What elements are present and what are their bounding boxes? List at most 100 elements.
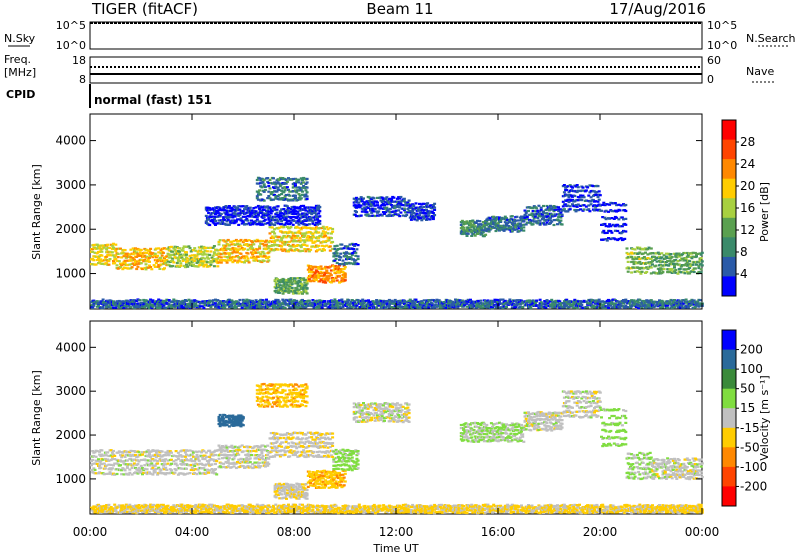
power-cell	[650, 258, 653, 260]
freq-label-1: Freq.	[4, 53, 31, 66]
power-cell	[638, 261, 641, 263]
power-cell	[607, 307, 610, 309]
power-cell	[597, 201, 600, 203]
power-cell	[209, 250, 212, 252]
power-cell	[306, 187, 309, 189]
power-cell	[357, 244, 360, 246]
power-cell	[576, 206, 579, 208]
power-cell	[624, 224, 627, 226]
power-cell	[694, 267, 697, 269]
nsearch-tick-bottom: 10^0	[707, 39, 737, 52]
power-cell	[418, 214, 421, 216]
power-cell	[357, 255, 360, 257]
power-cell	[323, 249, 326, 251]
power-cell	[209, 264, 212, 266]
power-cell	[336, 245, 339, 247]
power-cell	[279, 210, 282, 212]
power-cell	[624, 230, 627, 232]
power-cell	[124, 249, 127, 251]
power-cell	[296, 235, 299, 237]
power-cell	[116, 264, 119, 266]
power-cell	[415, 299, 418, 301]
power-cell	[338, 275, 341, 277]
power-band	[218, 239, 271, 264]
power-cell	[103, 246, 106, 248]
power-cell	[213, 265, 216, 267]
power-cell	[398, 215, 401, 217]
power-cell	[670, 253, 673, 255]
power-cell	[272, 177, 275, 179]
power-cell	[504, 300, 507, 302]
power-cell	[661, 271, 664, 273]
power-cell	[119, 266, 122, 268]
power-cell	[335, 258, 338, 260]
power-cell	[557, 206, 560, 208]
radar-title: TIGER (fitACF)	[91, 0, 198, 18]
power-cell	[526, 216, 529, 218]
power-cell	[178, 260, 181, 262]
power-cell	[562, 205, 565, 207]
power-cell	[325, 226, 328, 228]
power-cell	[344, 276, 347, 278]
power-cell	[466, 235, 469, 237]
power-cell	[306, 198, 309, 200]
power-cell	[660, 252, 663, 254]
power-band	[409, 202, 436, 221]
power-cell	[532, 223, 535, 225]
power-cell	[583, 208, 586, 210]
power-cell	[117, 253, 120, 255]
power-cell	[623, 238, 626, 240]
power-cell	[269, 187, 272, 189]
power-band	[269, 226, 335, 253]
freq-label-2: [MHz]	[4, 66, 36, 79]
power-band	[460, 220, 487, 238]
power-cell	[308, 223, 311, 225]
power-cell	[214, 220, 217, 222]
power-cell	[597, 185, 600, 187]
power-cell	[208, 224, 211, 226]
power-band	[90, 298, 704, 309]
power-cell	[160, 257, 163, 259]
power-cell	[693, 271, 696, 273]
power-cell	[234, 215, 237, 217]
power-cell	[286, 186, 289, 188]
power-cell	[185, 254, 188, 256]
power-cell	[606, 232, 609, 234]
power-cell	[586, 186, 589, 188]
power-cell	[376, 204, 379, 206]
power-cell	[536, 217, 539, 219]
power-cell	[324, 282, 327, 284]
power-cell	[403, 208, 406, 210]
power-band	[600, 202, 627, 242]
power-cell	[375, 307, 378, 309]
power-cell	[289, 222, 292, 224]
power-cell	[325, 269, 328, 271]
power-cell	[263, 183, 266, 185]
nsearch-tick-top: 10^5	[707, 19, 737, 32]
power-cell	[583, 196, 586, 198]
power-cell	[317, 231, 320, 233]
power-cell	[148, 261, 151, 263]
power-cell	[113, 262, 116, 264]
power-cell	[323, 300, 326, 302]
power-cell	[692, 264, 695, 266]
power-cell	[650, 266, 653, 268]
power-cell	[645, 271, 648, 273]
power-cell	[563, 208, 566, 210]
power-cell	[276, 212, 279, 214]
power-band	[651, 252, 704, 275]
power-cell	[360, 215, 363, 217]
power-cell	[118, 260, 121, 262]
power-cell	[598, 199, 601, 201]
power-cell	[263, 253, 266, 255]
power-cell	[158, 268, 161, 270]
power-band	[524, 205, 564, 226]
power-cell	[237, 224, 240, 226]
power-cell	[245, 205, 248, 207]
nsky-tick-bottom: 10^0	[56, 39, 86, 52]
power-cell	[317, 212, 320, 214]
power-cell	[280, 193, 283, 195]
power-cell	[376, 202, 379, 204]
power-cell	[317, 208, 320, 210]
power-cell	[193, 247, 196, 249]
